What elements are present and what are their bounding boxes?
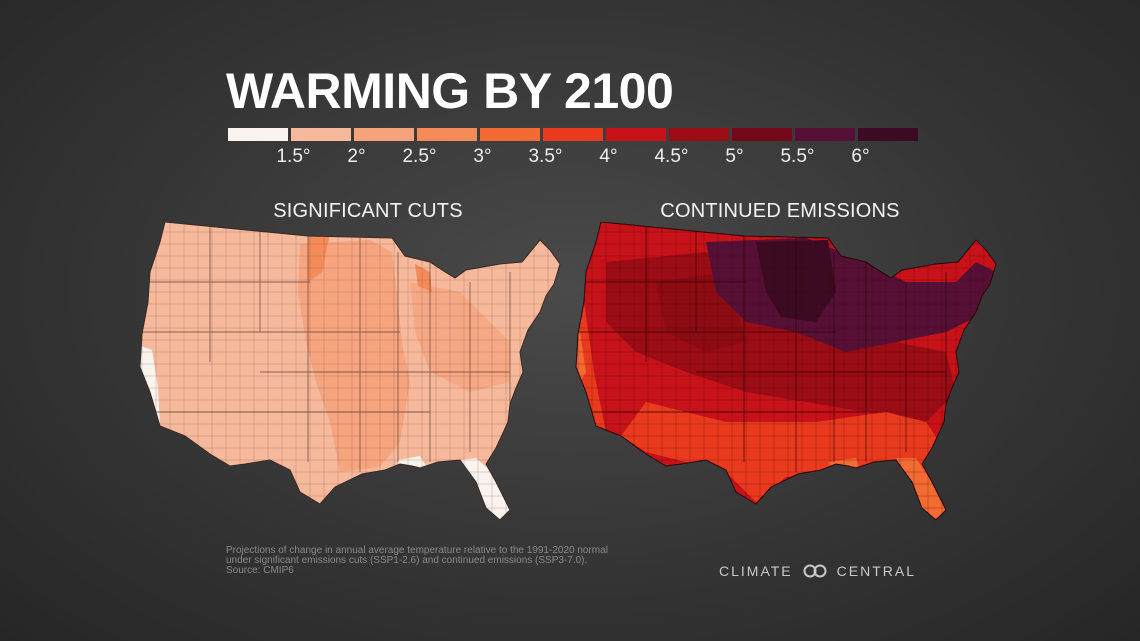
- logo-text-left: CLIMATE: [719, 563, 793, 579]
- legend-swatch: [858, 128, 918, 141]
- legend-swatch: [543, 128, 603, 141]
- legend-label: 6°: [851, 146, 870, 167]
- legend-swatch: [228, 128, 288, 141]
- legend-swatch: [291, 128, 351, 141]
- legend-label: 3.5°: [528, 146, 563, 167]
- legend-label: 5.5°: [780, 146, 815, 167]
- climate-central-logo: CLIMATE CENTRAL: [719, 561, 916, 581]
- legend-label: 3°: [473, 146, 492, 167]
- legend-swatch: [732, 128, 792, 141]
- footnote-line-2: under significant emissions cuts (SSP1-2…: [226, 555, 588, 566]
- legend-swatch: [417, 128, 477, 141]
- legend-label: 4°: [599, 146, 618, 167]
- legend-swatch: [354, 128, 414, 141]
- continued-emissions-map: [575, 222, 997, 521]
- legend-swatch: [480, 128, 540, 141]
- linked-rings-icon: [803, 564, 827, 578]
- color-legend: 1.5° 2° 2.5° 3° 3.5° 4° 4.5° 5° 5.5° 6°: [228, 128, 918, 178]
- logo-text-right: CENTRAL: [836, 563, 916, 579]
- legend-label: 1.5°: [276, 146, 311, 167]
- footnote: Projections of change in annual average …: [226, 546, 666, 576]
- footnote-line-1: Projections of change in annual average …: [226, 545, 608, 556]
- legend-label: 2.5°: [402, 146, 437, 167]
- page-title: WARMING BY 2100: [226, 63, 674, 119]
- legend-color-bar: [228, 128, 918, 141]
- footnote-source: Source: CMIP6: [226, 565, 294, 576]
- right-map-title: CONTINUED EMISSIONS: [660, 200, 900, 222]
- legend-swatch: [669, 128, 729, 141]
- left-map-title: SIGNIFICANT CUTS: [273, 200, 463, 222]
- significant-cuts-map: [139, 222, 561, 521]
- legend-label: 2°: [347, 146, 366, 167]
- legend-label: 4.5°: [654, 146, 689, 167]
- legend-swatch: [795, 128, 855, 141]
- legend-swatch: [606, 128, 666, 141]
- legend-label: 5°: [725, 146, 744, 167]
